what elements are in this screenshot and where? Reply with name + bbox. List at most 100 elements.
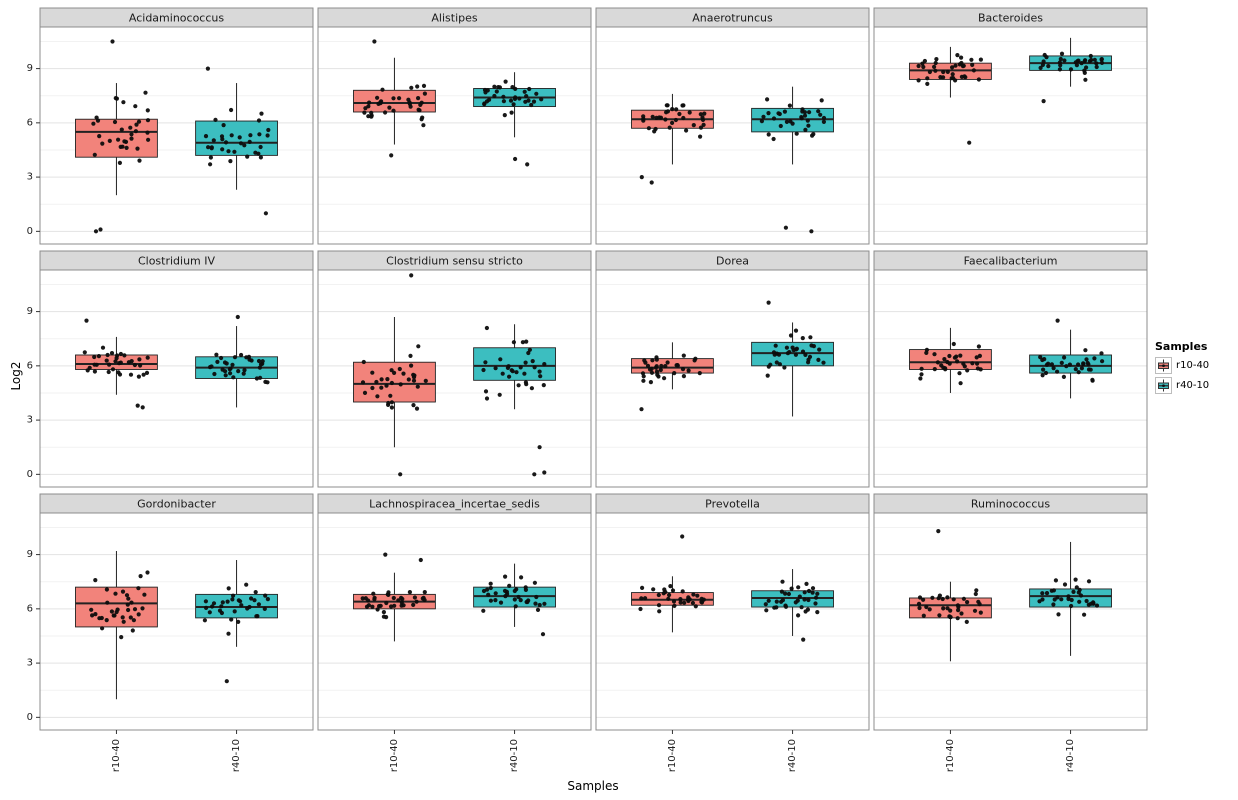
panel-background — [874, 270, 1147, 487]
jitter-points-r40-10 — [482, 79, 544, 167]
jitter-points-r40-10 — [481, 325, 547, 477]
legend-entry-r10-40: r10-40 — [1155, 357, 1237, 374]
y-tick-label: 6 — [27, 360, 33, 371]
facet-alistipes: Alistipes — [317, 7, 592, 245]
x-tick-label: r40-10 — [787, 739, 798, 772]
facet-title: Gordonibacter — [137, 498, 216, 511]
panel-border — [873, 512, 1148, 731]
boxplot-r40-10 — [1029, 541, 1112, 656]
facet-lachnospiracea-incertae-sedis: Lachnospiracea_incertae_sedis r10-40 r40-1… — [317, 493, 592, 772]
boxplot-r40-10 — [195, 83, 278, 190]
jitter-points-r40-10 — [1038, 318, 1105, 383]
y-tick-label: 9 — [27, 549, 33, 560]
jitter-points-r40-10 — [208, 314, 270, 385]
jitter-points-r10-40 — [91, 39, 151, 234]
facet-clostridium-iv: Clostridium IV 0 3 6 9 — [27, 250, 314, 488]
panel-border — [873, 26, 1148, 245]
jitter-points-r10-40 — [638, 534, 706, 614]
facet-acidaminococcus: Acidaminococcus 0 3 6 9 — [27, 7, 314, 245]
panel-border — [39, 26, 314, 245]
jitter-points-r40-10 — [202, 582, 270, 684]
panel-background — [596, 513, 869, 730]
legend-key-boxplot-icon — [1155, 357, 1172, 374]
jitter-points-r40-10 — [763, 579, 820, 642]
boxplot-r40-10 — [195, 560, 278, 647]
facet-title: Dorea — [716, 255, 749, 268]
facet-title: Clostridium sensu stricto — [386, 255, 523, 268]
jitter-points-r10-40 — [82, 318, 150, 410]
jitter-points-r40-10 — [1038, 51, 1105, 104]
x-tick-label: r40-10 — [1065, 739, 1076, 772]
facet-title: Acidaminococcus — [129, 12, 224, 25]
y-tick-label: 6 — [27, 603, 33, 614]
facet-title: Faecalibacterium — [964, 255, 1058, 268]
facet-title: Bacteroides — [978, 12, 1043, 25]
jitter-points-r10-40 — [918, 341, 983, 386]
jitter-points-r10-40 — [639, 353, 702, 412]
legend-label: r40-10 — [1176, 380, 1210, 391]
legend: Samples r10-40 r40-10 — [1155, 340, 1237, 397]
boxplot-r40-10 — [751, 322, 834, 417]
y-tick-label: 3 — [27, 172, 33, 183]
facet-title: Alistipes — [431, 12, 477, 25]
legend-key-boxplot-icon — [1155, 377, 1172, 394]
facet-title: Ruminococcus — [971, 498, 1050, 511]
facet-clostridium-sensu-stricto: Clostridium sensu stricto — [317, 250, 592, 488]
panel-border — [317, 512, 592, 731]
x-tick-label: r40-10 — [231, 739, 242, 772]
jitter-points-r10-40 — [362, 39, 427, 158]
boxplot-r10-40 — [909, 46, 992, 98]
facet-title: Lachnospiracea_incertae_sedis — [369, 498, 540, 511]
jitter-points-r40-10 — [203, 66, 271, 216]
panel-background — [596, 27, 869, 244]
panel-border — [873, 269, 1148, 488]
x-tick-label: r10-40 — [389, 739, 400, 772]
jitter-points-r40-10 — [481, 574, 547, 637]
x-axis-title: Samples — [567, 779, 619, 793]
legend-label: r10-40 — [1176, 360, 1210, 371]
jitter-points-r10-40 — [89, 570, 150, 640]
legend-title: Samples — [1155, 340, 1208, 353]
jitter-points-r10-40 — [360, 273, 428, 477]
x-tick-label: r10-40 — [111, 739, 122, 772]
facet-faecalibacterium: Faecalibacterium — [873, 250, 1148, 488]
boxplot-r40-10 — [473, 324, 556, 410]
facet-title: Prevotella — [705, 498, 760, 511]
jitter-points-r10-40 — [916, 53, 984, 145]
panel-border — [39, 512, 314, 731]
facet-ruminococcus: Ruminococcus r10-40 r40-10 — [873, 493, 1148, 772]
y-tick-label: 0 — [27, 469, 33, 480]
panel-border — [317, 26, 592, 245]
boxplot-r10-40 — [353, 317, 436, 448]
facet-bacteroides: Bacteroides — [873, 7, 1148, 245]
facet-title: Clostridium IV — [138, 255, 216, 268]
jitter-points-r40-10 — [1037, 577, 1100, 617]
jitter-points-r40-10 — [765, 300, 826, 378]
boxplot-r10-40 — [75, 83, 158, 196]
panel-background — [596, 270, 869, 487]
y-tick-label: 3 — [27, 658, 33, 669]
jitter-points-r10-40 — [916, 529, 983, 625]
panel-border — [595, 512, 870, 731]
y-tick-label: 3 — [27, 415, 33, 426]
y-tick-label: 9 — [27, 63, 33, 74]
legend-entry-r40-10: r40-10 — [1155, 377, 1237, 394]
x-tick-label: r10-40 — [667, 739, 678, 772]
panel-background — [318, 27, 591, 244]
facet-title: Anaerotruncus — [692, 12, 773, 25]
panel-background — [874, 513, 1147, 730]
y-tick-label: 9 — [27, 306, 33, 317]
panel-border — [317, 269, 592, 488]
panel-background — [318, 513, 591, 730]
y-tick-label: 0 — [27, 712, 33, 723]
y-tick-label: 0 — [27, 226, 33, 237]
y-tick-label: 6 — [27, 117, 33, 128]
jitter-points-r10-40 — [360, 552, 427, 620]
x-tick-label: r10-40 — [945, 739, 956, 772]
facet-prevotella: Prevotella r10-40 r40-10 — [595, 493, 870, 772]
facet-gordonibacter: Gordonibacter 0 3 6 9 r10-40 r40-10 — [27, 493, 314, 772]
panel-border — [595, 269, 870, 488]
panel-border — [595, 26, 870, 245]
